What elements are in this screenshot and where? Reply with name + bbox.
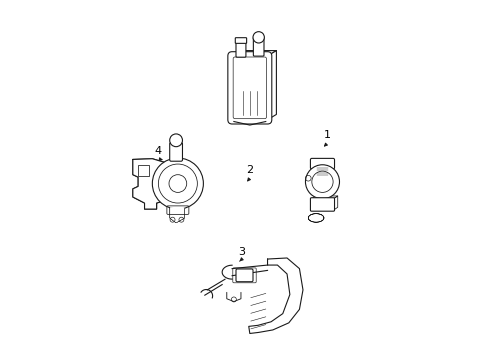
- FancyBboxPatch shape: [227, 52, 271, 124]
- FancyBboxPatch shape: [138, 165, 148, 176]
- Polygon shape: [232, 51, 276, 56]
- FancyBboxPatch shape: [316, 167, 327, 175]
- FancyBboxPatch shape: [169, 143, 182, 161]
- Polygon shape: [170, 207, 184, 222]
- Circle shape: [152, 158, 203, 209]
- Text: 2: 2: [246, 166, 253, 175]
- Circle shape: [252, 32, 264, 43]
- FancyBboxPatch shape: [235, 38, 246, 43]
- FancyBboxPatch shape: [236, 269, 252, 282]
- Polygon shape: [267, 51, 276, 120]
- FancyBboxPatch shape: [236, 42, 245, 57]
- Circle shape: [305, 165, 339, 199]
- Text: 1: 1: [324, 130, 330, 140]
- Text: 4: 4: [154, 146, 161, 156]
- Circle shape: [169, 134, 182, 147]
- Polygon shape: [133, 159, 177, 209]
- FancyBboxPatch shape: [310, 198, 334, 211]
- Text: 3: 3: [238, 247, 244, 257]
- FancyBboxPatch shape: [253, 37, 264, 56]
- Polygon shape: [248, 258, 303, 333]
- FancyBboxPatch shape: [310, 158, 334, 169]
